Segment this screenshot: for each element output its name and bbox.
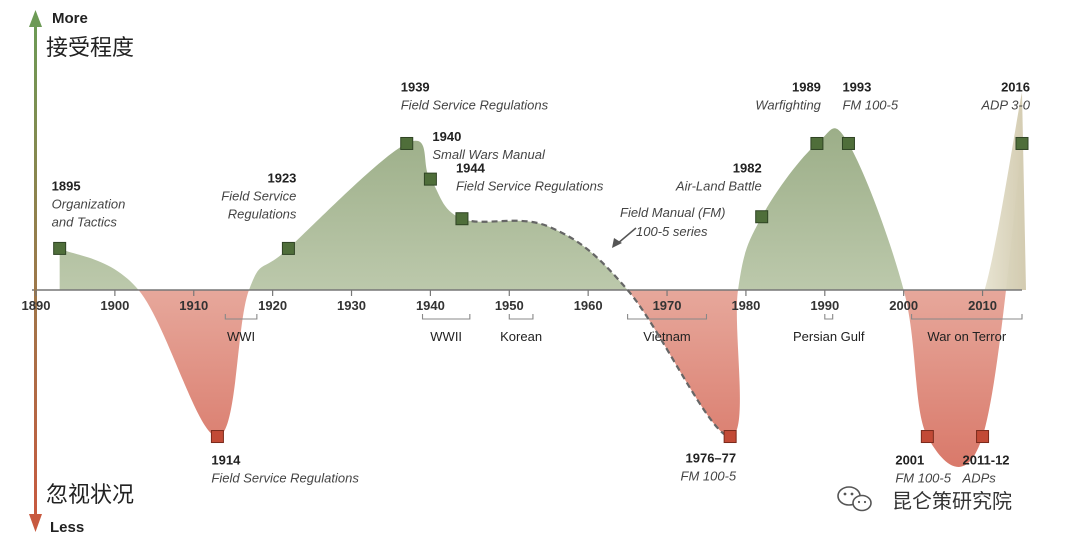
event-marker bbox=[455, 212, 469, 226]
annotation-layer: Field Manual (FM) 100-5 series bbox=[461, 205, 731, 438]
event-marker bbox=[755, 210, 769, 224]
event-year: 1914 bbox=[211, 453, 241, 468]
event-name: FM 100-5 bbox=[681, 469, 737, 484]
x-tick-label: 1920 bbox=[258, 298, 287, 313]
event-marker bbox=[841, 136, 855, 150]
event-marker bbox=[281, 241, 295, 255]
event-year: 2016 bbox=[1001, 79, 1030, 94]
area-negative bbox=[59, 290, 1022, 467]
x-tick-label: 1910 bbox=[179, 298, 208, 313]
event-year: 1939 bbox=[401, 79, 430, 94]
event-year: 1989 bbox=[792, 79, 821, 94]
event-name: and Tactics bbox=[52, 214, 118, 229]
event-year: 2011-12 bbox=[963, 453, 1010, 468]
watermark-text: 昆仑策研究院 bbox=[892, 489, 1012, 513]
event-name: ADP 3-0 bbox=[980, 97, 1030, 112]
y-axis-line bbox=[34, 24, 37, 518]
event-name: Field Service Regulations bbox=[456, 179, 604, 194]
event-year: 1976–77 bbox=[686, 451, 737, 466]
y-axis-bottom-label-cn: 忽视状况 bbox=[46, 483, 134, 508]
era-label: Vietnam bbox=[643, 329, 690, 344]
x-tick-label: 1930 bbox=[337, 298, 366, 313]
era-bracket bbox=[911, 314, 1023, 320]
event-year: 1895 bbox=[52, 178, 81, 193]
event-marker bbox=[920, 430, 934, 444]
x-tick-label: 1900 bbox=[100, 298, 129, 313]
x-tick-label: 2000 bbox=[889, 298, 918, 313]
event-name: Organization bbox=[52, 196, 126, 211]
event-name: FM 100-5 bbox=[895, 471, 951, 486]
event-marker bbox=[210, 430, 224, 444]
y-axis-arrow-down-icon bbox=[29, 514, 42, 532]
fm-100-5-series-line bbox=[461, 217, 731, 438]
event-marker bbox=[723, 430, 737, 444]
x-tick-label: 1960 bbox=[574, 298, 603, 313]
era-label: WWI bbox=[227, 329, 255, 344]
label-layer: 1895 Organization and Tactics 1914 Field Ser… bbox=[52, 79, 1031, 485]
event-marker bbox=[423, 172, 437, 186]
event-name: Air-Land Battle bbox=[675, 179, 762, 194]
event-name: FM 100-5 bbox=[842, 97, 898, 112]
era-layer: WWI WWII Korean Vietnam Persian Gulf War on T… bbox=[224, 314, 1023, 344]
era-label: Persian Gulf bbox=[793, 329, 865, 344]
x-tick-label: 2010 bbox=[968, 298, 997, 313]
annotation-label: 100-5 series bbox=[636, 224, 708, 239]
event-marker bbox=[1015, 136, 1029, 150]
annotation-pointer bbox=[616, 227, 637, 245]
annotation-label: Field Manual (FM) bbox=[620, 205, 725, 220]
event-name: Warfighting bbox=[755, 97, 821, 112]
x-tick-label: 1940 bbox=[416, 298, 445, 313]
era-label: Korean bbox=[500, 329, 542, 344]
event-name: ADPs bbox=[962, 471, 997, 486]
era-bracket bbox=[824, 314, 834, 320]
event-year: 1993 bbox=[842, 79, 871, 94]
event-marker bbox=[810, 136, 824, 150]
x-tick-label: 1980 bbox=[731, 298, 760, 313]
era-bracket bbox=[627, 314, 708, 320]
event-year: 1982 bbox=[733, 161, 762, 176]
era-label: WWII bbox=[430, 329, 462, 344]
event-year: 1944 bbox=[456, 161, 486, 176]
era-bracket bbox=[508, 314, 534, 320]
axis-layer: 1890 1900 1910 1920 1930 1940 1950 1960 1970 1980… bbox=[22, 10, 1022, 532]
era-bracket bbox=[224, 314, 258, 320]
event-year: 1923 bbox=[267, 170, 296, 185]
watermark: 昆仑策研究院 bbox=[837, 486, 1012, 513]
y-axis-top-label-cn: 接受程度 bbox=[46, 36, 134, 61]
x-tick-label: 1970 bbox=[653, 298, 682, 313]
event-year: 1940 bbox=[432, 129, 461, 144]
wechat-icon bbox=[837, 486, 872, 512]
event-year: 2001 bbox=[895, 453, 924, 468]
era-label: War on Terror bbox=[927, 329, 1006, 344]
event-marker bbox=[400, 136, 414, 150]
event-name: Field Service Regulations bbox=[401, 97, 549, 112]
event-marker bbox=[976, 430, 990, 444]
event-name: Field Service Regulations bbox=[211, 471, 359, 486]
era-bracket bbox=[421, 314, 471, 320]
y-axis-bottom-label-en: Less bbox=[50, 519, 84, 536]
marker-layer bbox=[53, 136, 1029, 444]
y-axis-arrow-up-icon bbox=[29, 10, 42, 27]
y-axis-top-label-en: More bbox=[52, 10, 88, 27]
x-tick-label: 1990 bbox=[810, 298, 839, 313]
x-tick-label: 1950 bbox=[495, 298, 524, 313]
event-name: Field Service bbox=[221, 188, 296, 203]
event-name: Small Wars Manual bbox=[432, 147, 546, 162]
event-marker bbox=[53, 241, 67, 255]
annotation-arrow-icon bbox=[612, 238, 622, 248]
area-positive bbox=[59, 128, 1022, 290]
area-fade-2016 bbox=[984, 92, 1026, 290]
event-name: Regulations bbox=[228, 206, 297, 221]
x-tick-label: 1890 bbox=[22, 298, 51, 313]
